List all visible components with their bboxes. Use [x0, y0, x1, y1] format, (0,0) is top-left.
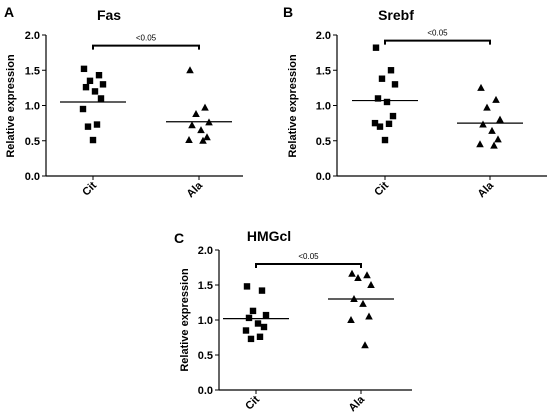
- x-tick-label-cit: Cit: [243, 393, 262, 412]
- y-tick-label: 2.0: [198, 245, 213, 257]
- y-tick-label: 1.5: [316, 65, 331, 77]
- data-point-triangle: [348, 269, 356, 277]
- data-point-triangle: [367, 281, 375, 288]
- data-point-triangle: [479, 120, 487, 128]
- data-point-triangle: [492, 95, 500, 103]
- data-point-triangle: [354, 274, 362, 281]
- data-point-square: [262, 311, 270, 319]
- data-point-square: [84, 123, 92, 130]
- data-point-square: [247, 335, 255, 343]
- data-point-square: [254, 320, 262, 327]
- data-point-square: [93, 121, 101, 128]
- data-point-square: [256, 333, 264, 340]
- data-point-square: [383, 98, 391, 106]
- y-tick-label: 1.0: [316, 101, 331, 113]
- y-tick-label: 1.5: [25, 65, 40, 77]
- significance-label: <0.05: [298, 252, 319, 261]
- data-point-triangle: [361, 341, 369, 349]
- data-point-square: [82, 83, 90, 91]
- data-point-square: [80, 65, 88, 73]
- data-point-square: [391, 81, 399, 88]
- data-point-square: [245, 314, 253, 322]
- chart-title-srebf: Srebf: [378, 7, 414, 23]
- data-point-triangle: [477, 83, 485, 91]
- panel-letter-b: B: [283, 4, 293, 20]
- x-tick-label-cit: Cit: [372, 179, 391, 198]
- chart-title-hmgcl: HMGcl: [247, 228, 291, 244]
- y-tick-label: 0.0: [316, 171, 331, 183]
- y-tick-label: 0.0: [198, 385, 213, 397]
- data-point-triangle: [494, 135, 502, 143]
- y-tick-label: 1.0: [25, 101, 40, 113]
- data-point-square: [242, 327, 250, 334]
- chart-title-fas: Fas: [97, 7, 121, 23]
- data-point-triangle: [488, 126, 496, 134]
- x-tick-label-ala: Ala: [476, 179, 497, 200]
- data-point-square: [258, 287, 266, 294]
- x-tick-label-ala: Ala: [347, 393, 368, 414]
- significance-bracket: [255, 263, 362, 268]
- chart-hmgcl: C HMGcl Relative expression 0.0 0.5 1.0 1.5…: [174, 228, 412, 414]
- data-point-square: [385, 120, 393, 128]
- chart-fas: A Fas Relative expression 0.0 0.5 1.0 1.5 2.…: [4, 4, 243, 200]
- data-point-triangle: [365, 312, 373, 320]
- significance-label: <0.05: [427, 29, 448, 38]
- data-point-triangle: [199, 136, 207, 144]
- data-point-square: [79, 105, 87, 113]
- data-point-square: [99, 81, 107, 88]
- data-point-triangle: [192, 109, 200, 117]
- data-point-square: [97, 95, 105, 102]
- chart-srebf: B Srebf Relative expression 0.0 0.5 1.0 1.5…: [283, 4, 547, 200]
- data-point-square: [372, 44, 380, 51]
- data-point-square: [389, 112, 397, 120]
- significance-label: <0.05: [136, 34, 157, 43]
- data-point-triangle: [347, 316, 355, 323]
- y-axis-label-fas: Relative expression: [5, 54, 17, 158]
- data-point-square: [374, 95, 382, 102]
- y-tick-label: 2.0: [316, 30, 331, 42]
- data-point-triangle: [185, 136, 193, 144]
- x-tick-label-ala: Ala: [185, 179, 206, 200]
- panel-letter-c: C: [174, 230, 184, 246]
- data-point-triangle: [483, 103, 491, 111]
- data-point-triangle: [197, 126, 205, 134]
- y-tick-label: 0.0: [25, 171, 40, 183]
- panel-letter-a: A: [4, 4, 14, 20]
- significance-bracket: [92, 44, 200, 50]
- data-point-square: [89, 136, 97, 144]
- data-point-square: [243, 283, 251, 290]
- x-tick-label-cit: Cit: [80, 179, 99, 198]
- y-tick-label: 1.0: [198, 315, 213, 327]
- data-point-square: [376, 123, 384, 130]
- data-point-square: [381, 136, 389, 144]
- data-point-square: [95, 71, 103, 79]
- y-tick-label: 0.5: [25, 136, 40, 148]
- data-point-square: [249, 307, 257, 315]
- y-tick-label: 2.0: [25, 30, 40, 42]
- y-tick-label: 0.5: [198, 350, 213, 362]
- significance-bracket: [384, 39, 491, 45]
- y-tick-label: 0.5: [316, 136, 331, 148]
- data-point-triangle: [490, 141, 498, 149]
- y-axis-label-srebf: Relative expression: [287, 54, 299, 158]
- data-point-triangle: [201, 103, 209, 111]
- data-point-triangle: [496, 115, 504, 123]
- data-point-triangle: [188, 121, 196, 129]
- data-point-triangle: [186, 66, 194, 74]
- data-point-square: [371, 119, 379, 127]
- data-point-square: [387, 67, 395, 74]
- y-tick-label: 1.5: [198, 280, 213, 292]
- data-point-square: [378, 75, 386, 82]
- data-point-triangle: [203, 133, 211, 141]
- data-point-square: [91, 88, 99, 95]
- data-point-triangle: [359, 299, 367, 307]
- y-axis-label-hmgcl: Relative expression: [179, 268, 191, 372]
- data-point-square: [260, 323, 268, 331]
- data-point-triangle: [476, 140, 484, 148]
- data-point-square: [86, 77, 94, 85]
- data-point-triangle: [363, 271, 371, 279]
